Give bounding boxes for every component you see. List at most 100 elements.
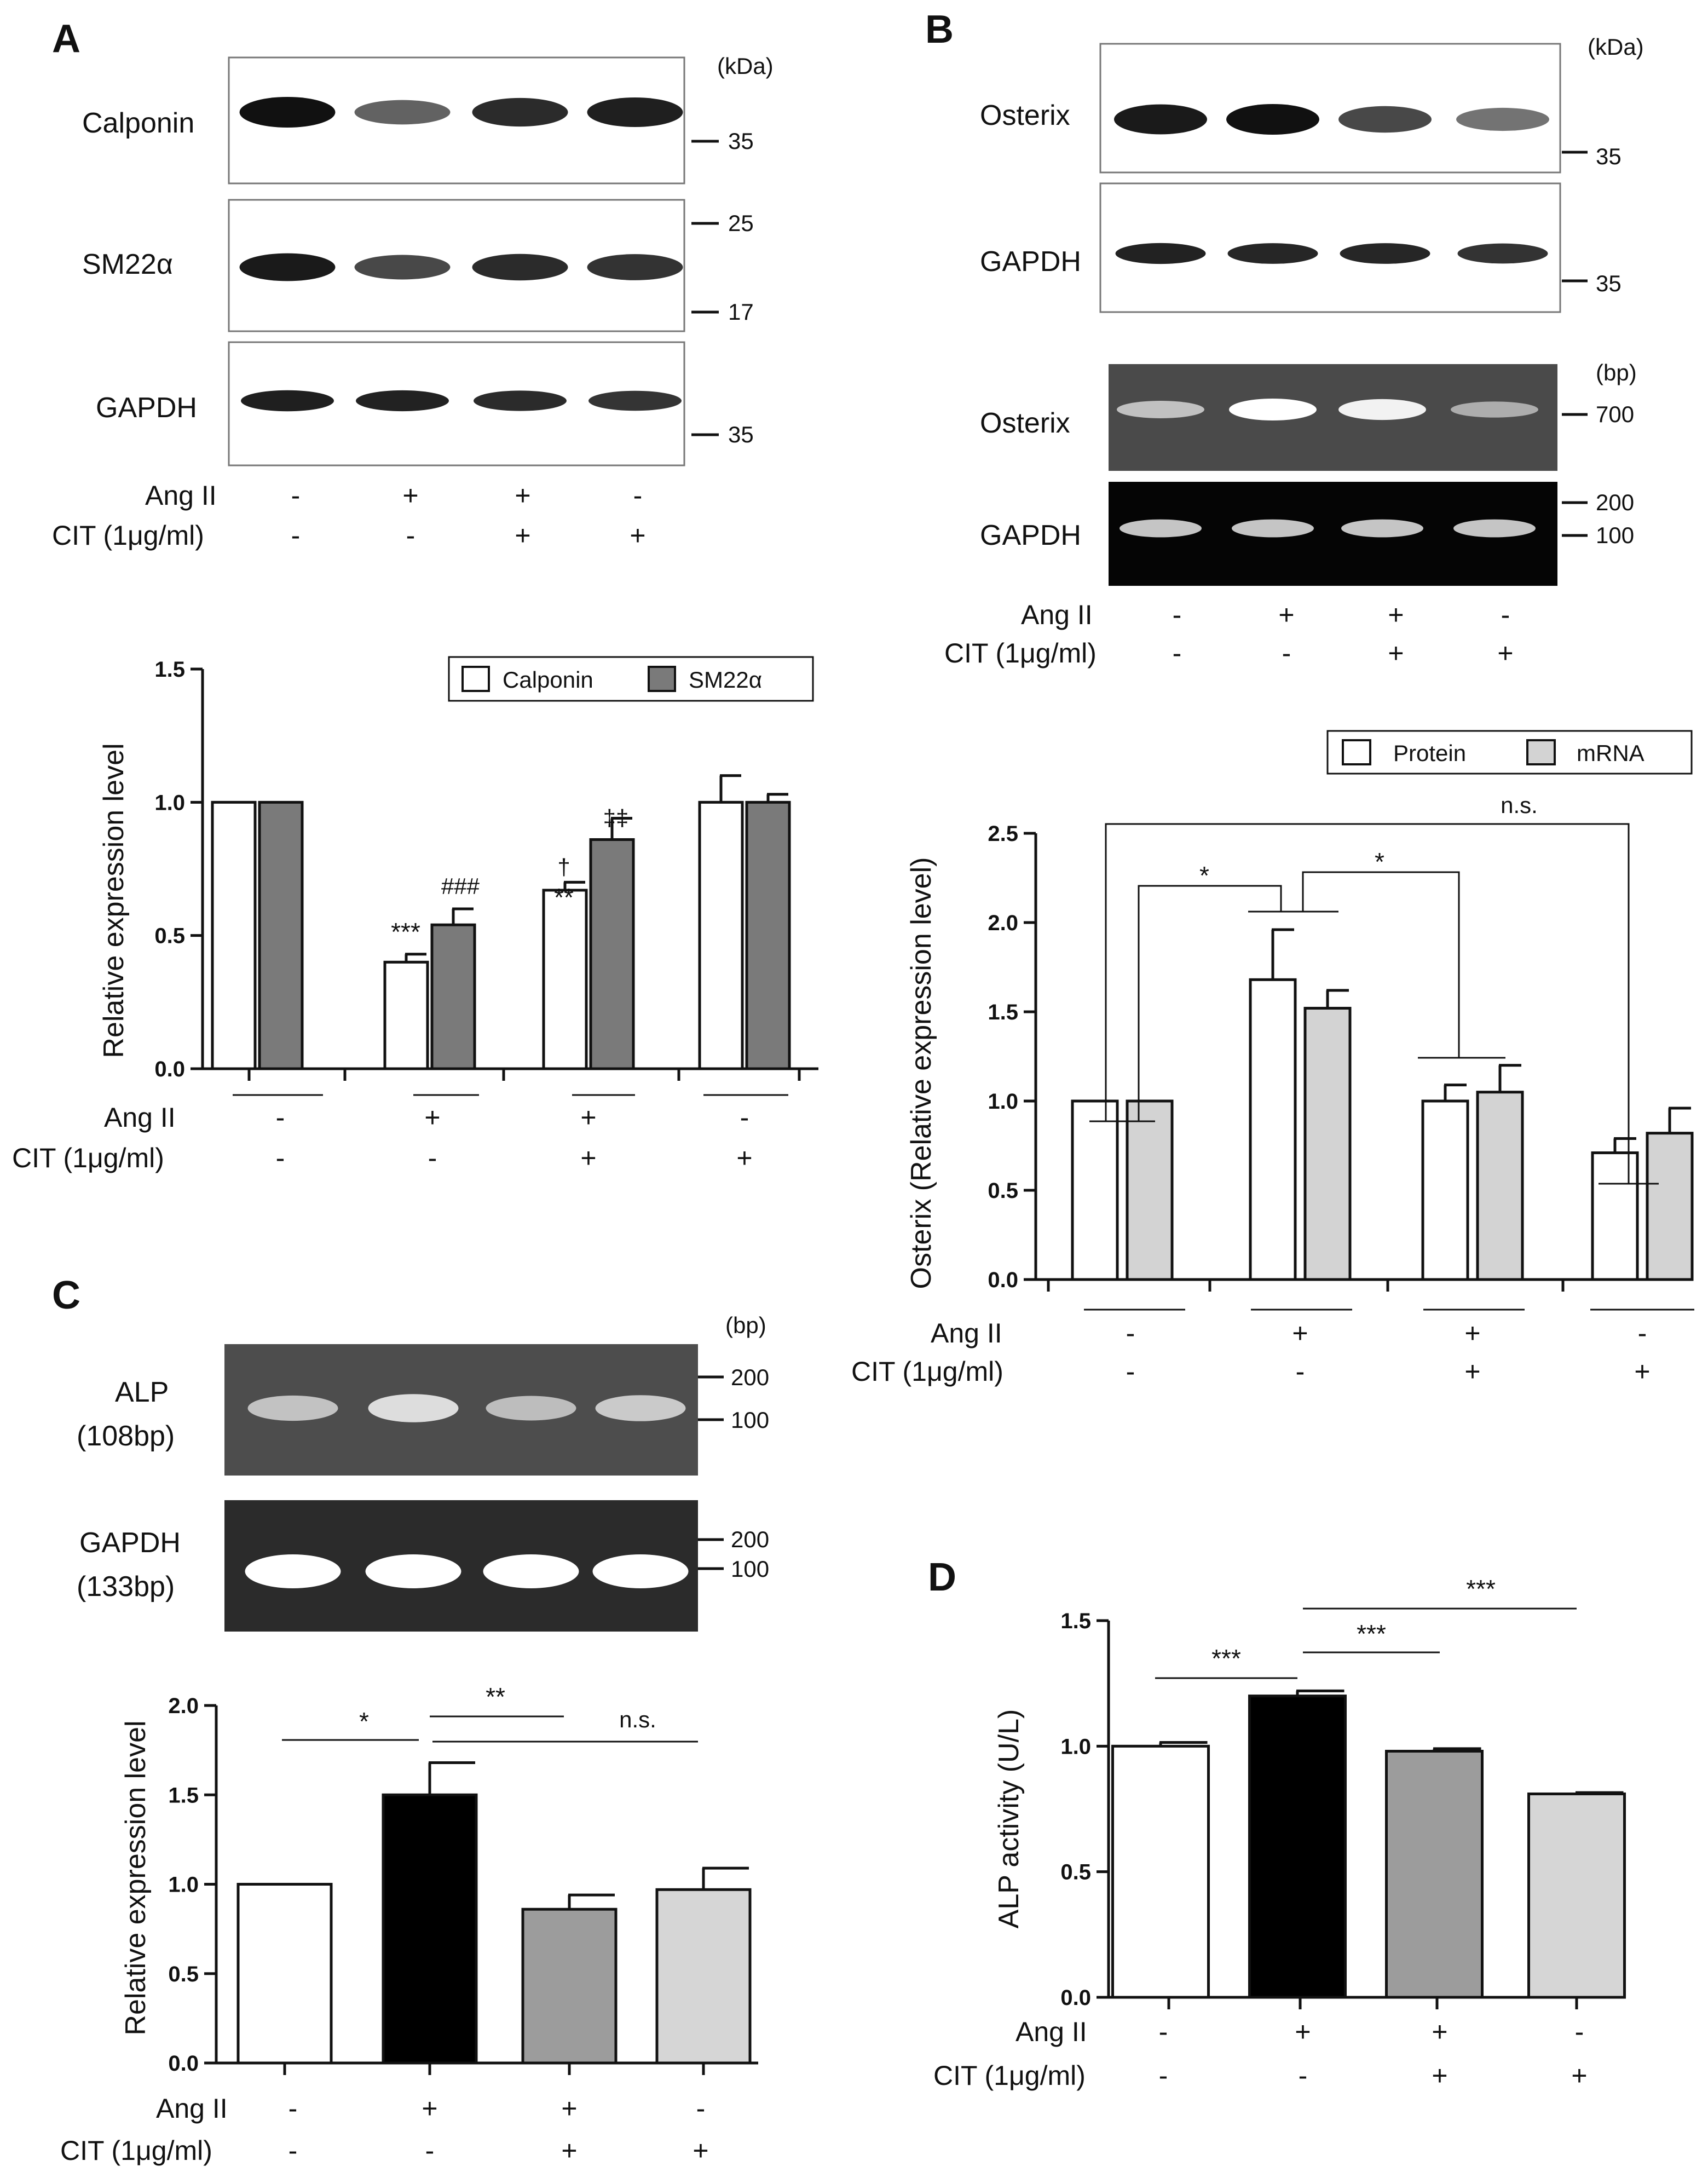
- gel-unit-label: (bp): [725, 1312, 766, 1338]
- gel-name-gapdh: GAPDH: [79, 1527, 181, 1559]
- band: [1232, 519, 1314, 538]
- cond-sign-angii: -: [696, 2093, 706, 2124]
- significance-brackets: n.s. * *: [1089, 792, 1659, 1185]
- gel-osterix: [1109, 364, 1557, 471]
- bar: [698, 800, 744, 1070]
- y-tick-label: 1.5: [154, 658, 185, 682]
- chart-a-plot: 0.0 0.5 1.0 1.5 - + + - - - + +: [154, 658, 818, 1173]
- y-tick-label: 0.5: [1060, 1860, 1091, 1885]
- cond-sign-angii: -: [291, 480, 301, 511]
- cond-sign-cit: -: [406, 520, 416, 551]
- panel-label-d: D: [928, 1555, 956, 1599]
- cond-label-angii: Ang II: [931, 1318, 1002, 1349]
- y-tick-label: 0.0: [1060, 1986, 1091, 2010]
- y-tick-label: 1.5: [168, 1783, 199, 1807]
- cond-sign-angii: +: [515, 480, 530, 511]
- y-axis-label: Relative expression level: [98, 743, 130, 1058]
- cond-sign-cit: -: [1299, 2060, 1308, 2091]
- annotation: †: [557, 854, 570, 880]
- panel-label-b: B: [925, 8, 954, 51]
- band-group-osterix: [1114, 104, 1549, 135]
- cond-sign-cit: +: [630, 520, 645, 551]
- band: [587, 97, 683, 127]
- band: [1338, 399, 1426, 420]
- panel-a-chart: Relative expression level 0.0 0.5 1.0 1.5 - +…: [12, 656, 818, 1173]
- bar: [1126, 1099, 1174, 1281]
- band: [1451, 401, 1538, 418]
- legend-item-protein: Protein: [1393, 740, 1466, 766]
- y-tick-label: 1.0: [1060, 1734, 1091, 1759]
- band: [1456, 107, 1549, 131]
- band: [245, 1554, 341, 1588]
- band: [241, 390, 334, 412]
- panel-c-chart: Relative expression level 0.0 0.5 1.0 1.5 2.…: [60, 1682, 758, 2166]
- band: [1229, 399, 1317, 420]
- cond-sign-cit: +: [1432, 2060, 1447, 2091]
- cond-sign-angii: +: [1432, 2016, 1447, 2047]
- bar: [383, 960, 429, 1070]
- cond-sign-angii: -: [1638, 1318, 1647, 1349]
- y-tick-label: 0.5: [988, 1179, 1018, 1203]
- panel-c-gels: (bp) ALP (108bp) 200 100 GAPDH (133bp) 2…: [77, 1312, 769, 1632]
- bar: [258, 800, 304, 1070]
- bar: [430, 923, 476, 1070]
- marker-label: 100: [731, 1407, 769, 1433]
- cond-sign-cit: +: [1464, 1356, 1480, 1387]
- band: [1114, 104, 1207, 135]
- marker-label: 200: [731, 1364, 769, 1390]
- bar: [1303, 1006, 1352, 1281]
- legend-swatch-mrna: [1526, 739, 1556, 765]
- bar: [1527, 1792, 1626, 1999]
- condition-signs: - + + - - - + +: [291, 480, 646, 551]
- blot-unit-label: (kDa): [717, 53, 774, 79]
- cond-sign-cit: -: [288, 2135, 298, 2166]
- y-tick-label: 0.5: [168, 1962, 199, 1986]
- marker-label: 35: [728, 422, 754, 447]
- annotation: n.s.: [619, 1707, 656, 1732]
- panel-a-blots: (kDa) Calponin 35 SM22α 25 17 GAPDH 35 A…: [52, 53, 774, 551]
- marker-label: 100: [731, 1556, 769, 1582]
- panel-b-blots: (kDa) Osterix 35 GAPDH 35 (bp) Osterix 7…: [944, 34, 1644, 669]
- cond-sign-angii: -: [1159, 2016, 1168, 2047]
- annotation: ‡‡: [603, 805, 629, 831]
- cond-sign-cit: -: [1159, 2060, 1168, 2091]
- band: [247, 1395, 338, 1421]
- gel-name-alp: ALP: [115, 1376, 169, 1408]
- cond-sign-cit: +: [561, 2135, 577, 2166]
- cond-label-angii: Ang II: [1015, 2016, 1087, 2047]
- y-axis-label: Relative expression level: [120, 1720, 152, 2035]
- band-group-gapdh-gel: [1120, 519, 1536, 538]
- annotation: *: [359, 1707, 369, 1736]
- band: [239, 253, 336, 281]
- band: [368, 1394, 459, 1422]
- cond-sign-angii: -: [1501, 600, 1510, 630]
- bar: [1249, 978, 1297, 1281]
- band: [1457, 243, 1548, 264]
- y-tick-label: 2.5: [988, 822, 1018, 846]
- band-group-sm22a: [239, 253, 683, 281]
- band: [239, 97, 336, 128]
- blot-name-sm22a: SM22α: [82, 249, 173, 280]
- cond-sign-angii: +: [1295, 2016, 1311, 2047]
- bar: [745, 800, 791, 1070]
- chart-c-plot: 0.0 0.5 1.0 1.5 2.0 - + + - - - + +: [168, 1694, 758, 2166]
- marker-label: 100: [1596, 522, 1634, 548]
- legend-item-mrna: mRNA: [1577, 740, 1644, 766]
- bar: [1248, 1695, 1347, 1999]
- bar: [211, 800, 257, 1070]
- blot-name-gapdh: GAPDH: [96, 392, 197, 424]
- cond-sign-cit: +: [580, 1143, 596, 1173]
- blot-name-osterix: Osterix: [980, 100, 1070, 131]
- band: [1227, 243, 1318, 264]
- cond-sign-cit: -: [1173, 638, 1182, 669]
- cond-sign-cit: -: [276, 1143, 285, 1173]
- cond-sign-angii: -: [740, 1102, 749, 1133]
- band-group-calponin: [239, 97, 683, 128]
- band: [472, 97, 568, 127]
- y-tick-label: 0.0: [168, 2052, 199, 2076]
- marker-label: 200: [1596, 489, 1634, 515]
- band: [354, 255, 451, 280]
- legend-item-calponin: Calponin: [503, 667, 593, 693]
- band: [486, 1396, 576, 1421]
- marker-label: 25: [728, 210, 754, 236]
